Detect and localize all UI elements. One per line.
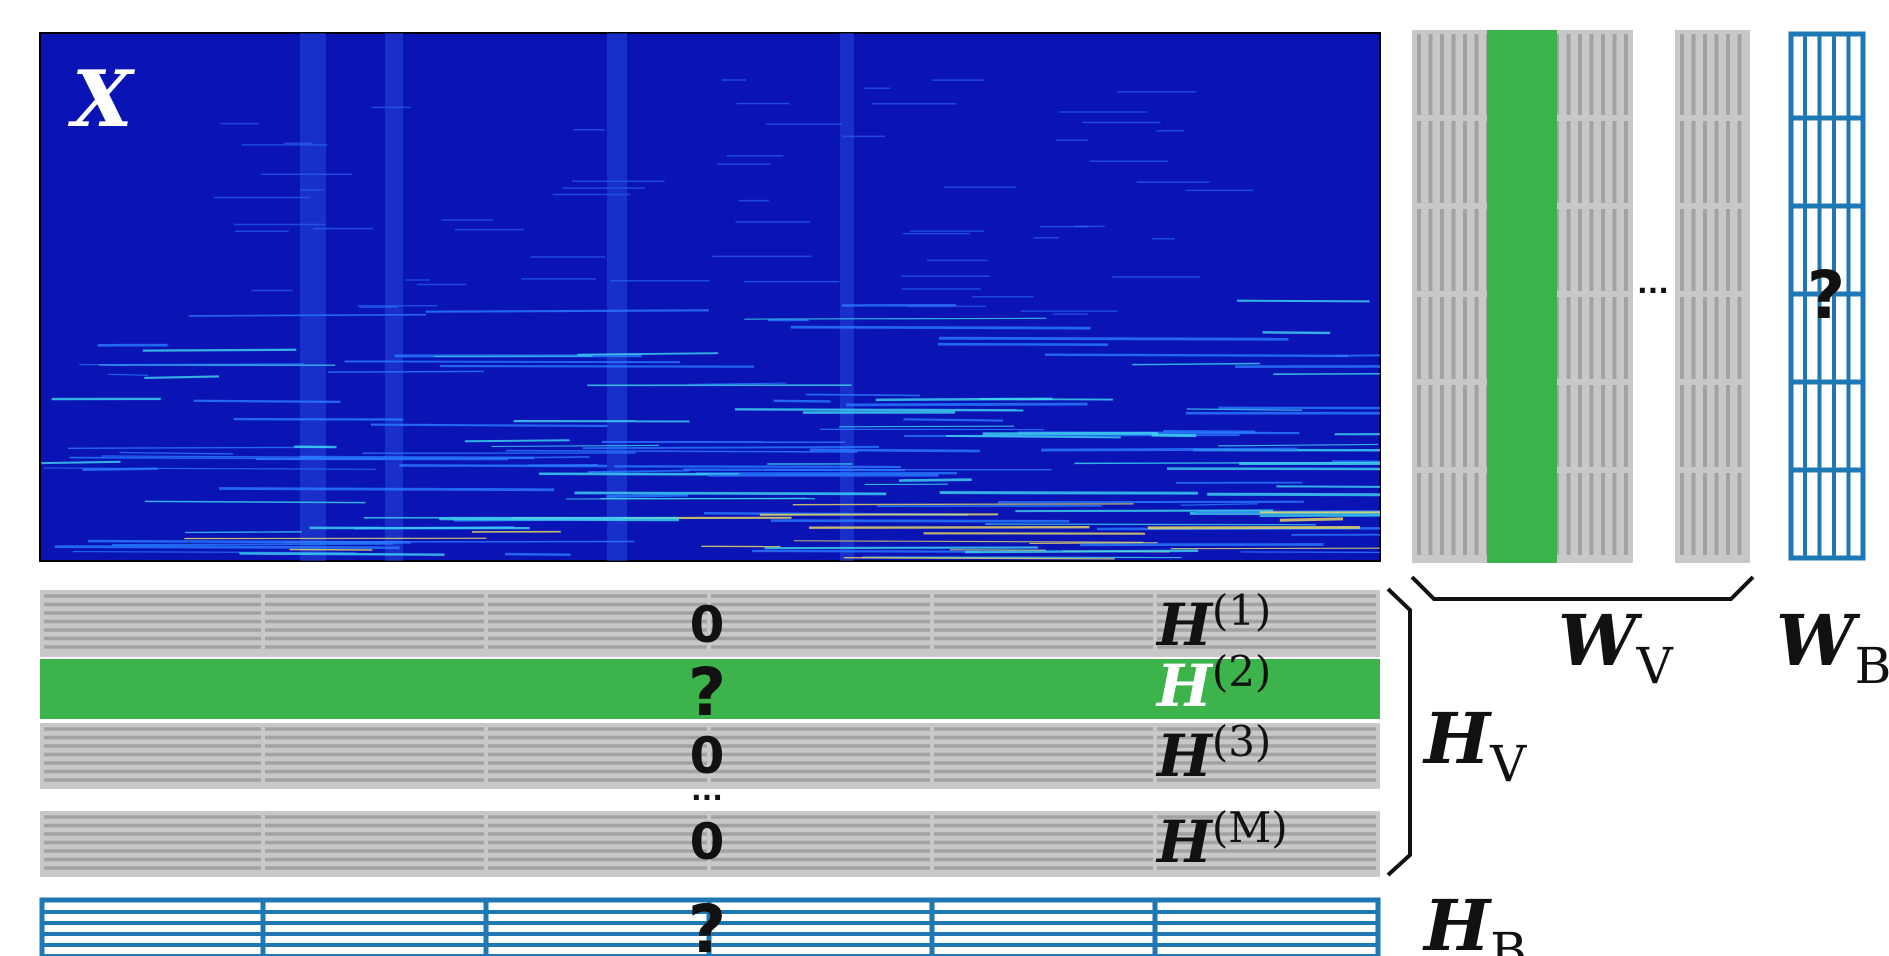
h-row-mark: 0: [690, 813, 725, 871]
harmonic: [185, 532, 302, 533]
h-row-superscript: (2): [1212, 647, 1272, 696]
harmonic: [112, 544, 393, 545]
h-v-subscript: V: [1489, 735, 1527, 793]
harmonic: [68, 447, 330, 448]
harmonic: [144, 376, 219, 377]
harmonic: [810, 450, 980, 451]
spectrogram: [40, 33, 1380, 561]
harmonic: [791, 327, 1091, 328]
page: X ··· ? WV WB HV HB ··· ? 0H(1)?H(2)0H(3…: [0, 0, 1889, 956]
h-b-symbol: H: [1422, 884, 1492, 956]
harmonic: [1263, 332, 1331, 333]
harmonic: [846, 404, 1087, 405]
harmonic: [809, 527, 1089, 528]
harmonic: [940, 493, 1198, 494]
w-v-label: WV: [1558, 599, 1674, 695]
harmonic: [1074, 463, 1379, 464]
harmonic: [219, 489, 554, 490]
harmonic: [983, 433, 1158, 434]
harmonic: [566, 498, 807, 499]
harmonic: [194, 401, 341, 402]
onset-column: [385, 33, 403, 561]
h-v-symbol: H: [1422, 697, 1492, 780]
onset-column: [607, 33, 627, 561]
h-row-superscript: (1): [1212, 586, 1272, 635]
w-v-brace: [1412, 577, 1753, 599]
h-row-mark: 0: [690, 596, 725, 654]
harmonic: [735, 409, 1023, 410]
w-v-symbol: W: [1558, 599, 1643, 682]
harmonic: [345, 361, 681, 362]
w-b-label: WB: [1776, 599, 1889, 695]
harmonic: [899, 480, 972, 481]
harmonic: [752, 551, 980, 552]
h-b-mark: ?: [688, 891, 726, 956]
harmonic: [88, 541, 411, 542]
h-b-subscript: B: [1490, 922, 1527, 956]
onset-column: [840, 33, 854, 561]
harmonic: [426, 310, 709, 311]
harmonic: [1045, 355, 1348, 356]
harmonic: [1276, 486, 1414, 487]
harmonic: [239, 553, 444, 554]
harmonic: [465, 440, 570, 441]
harmonic: [765, 547, 1038, 548]
harmonic: [41, 462, 120, 463]
h-row-symbol: H: [1155, 591, 1214, 659]
h-row-symbol: H: [1155, 722, 1214, 790]
h-b-label: HB: [1422, 884, 1527, 956]
harmonic: [606, 495, 688, 496]
harmonic: [371, 425, 607, 426]
h-row-mark: ?: [688, 654, 726, 731]
harmonic: [876, 399, 1053, 400]
h-v-label: HV: [1422, 697, 1527, 793]
harmonic: [1152, 435, 1197, 436]
harmonic: [55, 547, 400, 548]
w-b-mark: ?: [1807, 257, 1845, 334]
decoration: [40, 30, 1863, 956]
harmonic: [1015, 510, 1273, 511]
harmonic: [839, 426, 1014, 427]
h-row-superscript: (3): [1212, 717, 1272, 766]
figure: X ··· ? WV WB HV HB ··· ? 0H(1)?H(2)0H(3…: [0, 0, 1889, 956]
harmonic: [774, 401, 831, 402]
w-b-subscript: B: [1855, 637, 1889, 695]
h-v-ellipsis: ···: [691, 781, 723, 814]
harmonic: [614, 466, 901, 467]
harmonic: [505, 554, 570, 555]
onset-column: [300, 33, 326, 561]
w-b-symbol: W: [1776, 599, 1861, 682]
harmonic: [439, 519, 679, 520]
harmonic: [83, 469, 158, 470]
h-row-superscript: (M): [1212, 803, 1288, 852]
harmonic: [1280, 519, 1343, 520]
harmonic: [328, 371, 484, 372]
harmonic: [793, 504, 1134, 505]
harmonic: [143, 350, 296, 351]
harmonic: [583, 447, 879, 448]
harmonic: [399, 465, 606, 466]
harmonic: [965, 551, 1198, 552]
harmonic: [575, 493, 887, 494]
harmonic: [806, 395, 920, 396]
h-row-symbol: H: [1155, 652, 1214, 720]
harmonic: [1041, 449, 1297, 450]
harmonic: [939, 338, 1289, 339]
spectrogram-label: X: [67, 54, 136, 145]
w-v-ellipsis: ···: [1637, 274, 1669, 307]
harmonic: [771, 521, 1069, 522]
harmonic: [904, 419, 1003, 420]
harmonic: [440, 366, 754, 367]
h-row-symbol: H: [1155, 808, 1214, 876]
h-row-mark: 0: [690, 727, 725, 785]
h-v-brace: [1388, 589, 1410, 875]
harmonic: [290, 550, 373, 551]
harmonic: [1237, 301, 1370, 302]
w-v-subscript: V: [1636, 637, 1674, 695]
harmonic: [985, 524, 1316, 525]
